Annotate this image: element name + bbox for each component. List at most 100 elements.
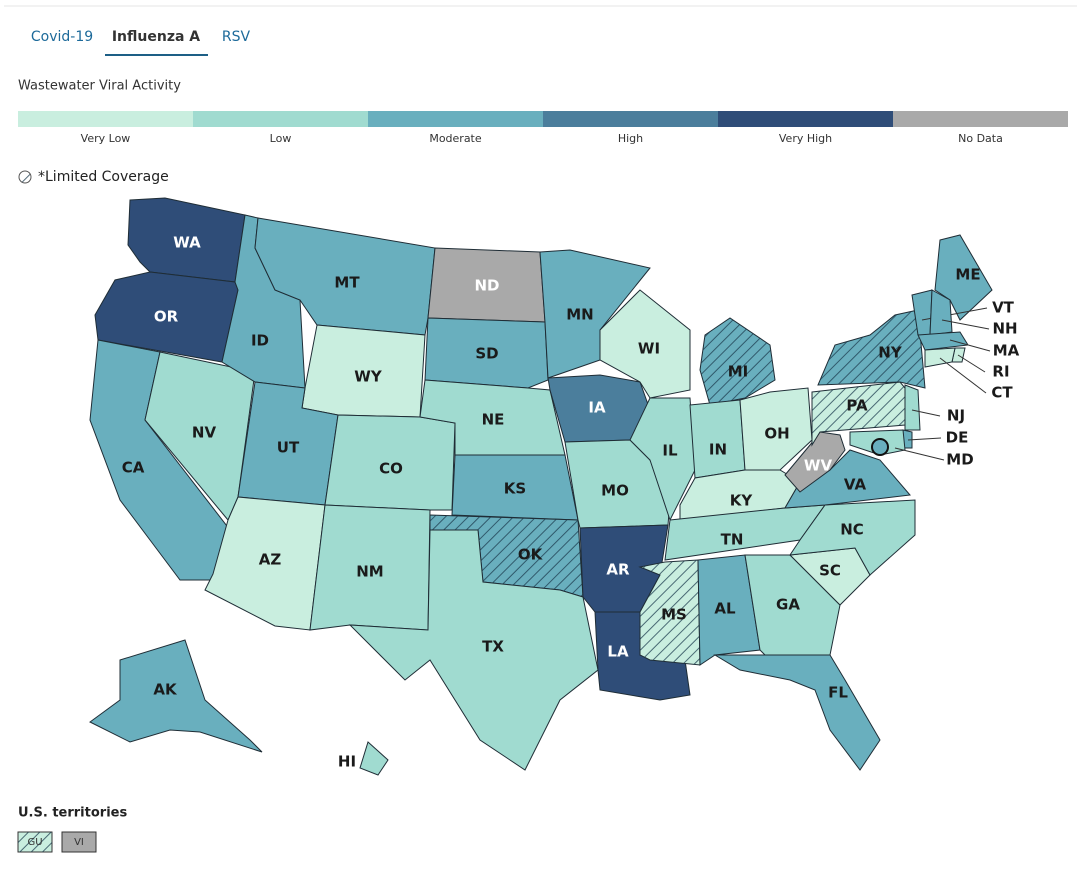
tab[interactable]: Covid-19 — [31, 29, 93, 45]
state-label: MO — [601, 482, 629, 500]
state[interactable] — [89, 639, 263, 753]
leader-line — [907, 437, 942, 441]
state-label: ME — [955, 266, 980, 284]
state-label: MN — [566, 306, 593, 324]
legend-label: No Data — [958, 132, 1003, 145]
state-label: MD — [946, 451, 973, 469]
state-label: KS — [504, 480, 526, 498]
limited-hatch — [430, 515, 583, 597]
map: WA OR CA NV ID MT WY UT CO AZ NM ND SD NE KS OK TX MN IA MO… — [89, 197, 1020, 776]
state[interactable] — [424, 317, 549, 389]
leader-line — [939, 357, 987, 394]
state-label: NV — [192, 424, 217, 442]
dc-marker — [871, 438, 889, 456]
state-label: NM — [356, 563, 383, 581]
hatch-icon — [18, 170, 32, 184]
state-label: TN — [721, 531, 744, 549]
state-label: HI — [338, 753, 356, 771]
territory[interactable] — [61, 831, 97, 853]
state[interactable] — [924, 347, 956, 368]
state-label: IA — [588, 399, 606, 417]
state-label: LA — [607, 643, 629, 661]
state-label: UT — [277, 439, 300, 457]
state-label: OR — [154, 308, 179, 326]
state-label: FL — [828, 684, 848, 702]
limited-hatch — [812, 382, 915, 445]
territory-label: VI — [74, 837, 84, 848]
state-label: DE — [946, 429, 969, 447]
state-label: NH — [992, 320, 1017, 338]
state-label: AR — [606, 561, 630, 579]
leader-line — [949, 339, 991, 352]
state-label: ND — [474, 277, 499, 295]
state-label: NE — [482, 411, 505, 429]
state-label: OK — [518, 546, 544, 564]
state[interactable] — [904, 384, 921, 431]
state-label: MI — [728, 363, 749, 381]
state-label: AZ — [259, 551, 282, 569]
state-label: GA — [776, 596, 800, 614]
state-label: AK — [153, 681, 178, 699]
legend-label: High — [618, 132, 643, 145]
state[interactable] — [713, 654, 881, 771]
legend-label: Moderate — [429, 132, 482, 145]
state[interactable] — [929, 289, 953, 336]
state-label: WY — [354, 368, 383, 386]
state-label: WA — [173, 234, 201, 252]
state-label: NC — [840, 521, 864, 539]
territory-label: GU — [27, 837, 42, 848]
state[interactable] — [697, 554, 761, 666]
state[interactable] — [689, 399, 746, 479]
state-label: SC — [819, 562, 841, 580]
state-label: ID — [251, 332, 269, 350]
state-label: WI — [638, 340, 660, 358]
state[interactable] — [934, 234, 993, 321]
legend-swatch — [193, 111, 368, 127]
state-label: CA — [122, 459, 145, 477]
legend-swatch — [18, 111, 193, 127]
limited-hatch — [818, 310, 925, 388]
state-label: MA — [993, 342, 1020, 360]
leader-line — [911, 409, 941, 417]
tab[interactable]: Influenza A — [112, 29, 200, 45]
state-label: VA — [844, 476, 867, 494]
limited-coverage-label: *Limited Coverage — [38, 169, 169, 185]
state-label: MT — [334, 274, 360, 292]
tab[interactable]: RSV — [222, 29, 251, 45]
state-label: KY — [730, 492, 754, 510]
leader-line — [957, 354, 986, 373]
state[interactable] — [359, 741, 389, 776]
leader-line — [894, 447, 945, 461]
state-label: MS — [661, 606, 687, 624]
state-label: IN — [709, 441, 727, 459]
state-label: RI — [992, 363, 1009, 381]
legend-label: Very Low — [81, 132, 131, 145]
state-label: IL — [662, 442, 678, 460]
legend-label: Low — [270, 132, 292, 145]
state-label: VT — [992, 299, 1015, 317]
state-label: CO — [379, 460, 403, 478]
legend-swatch — [893, 111, 1068, 127]
state[interactable] — [348, 529, 599, 771]
state-label: PA — [846, 397, 868, 415]
state[interactable] — [788, 499, 916, 576]
state-label: WV — [804, 457, 833, 475]
leader-line — [941, 319, 990, 330]
limited-hatch — [640, 560, 700, 665]
limited-hatch — [700, 318, 775, 405]
state-label: SD — [475, 345, 498, 363]
state-label: NY — [878, 344, 903, 362]
state-label: CT — [991, 384, 1013, 402]
legend-label: Very High — [779, 132, 832, 145]
legend-title: Wastewater Viral Activity — [18, 79, 181, 94]
legend-swatch — [543, 111, 718, 127]
limited-hatch — [18, 832, 52, 852]
state-label: TX — [482, 638, 504, 656]
state[interactable] — [599, 289, 691, 399]
state-label: OH — [764, 425, 789, 443]
state-label: AL — [714, 600, 736, 618]
territories-title: U.S. territories — [18, 806, 127, 821]
state-label: NJ — [947, 407, 965, 425]
legend-swatch — [718, 111, 893, 127]
